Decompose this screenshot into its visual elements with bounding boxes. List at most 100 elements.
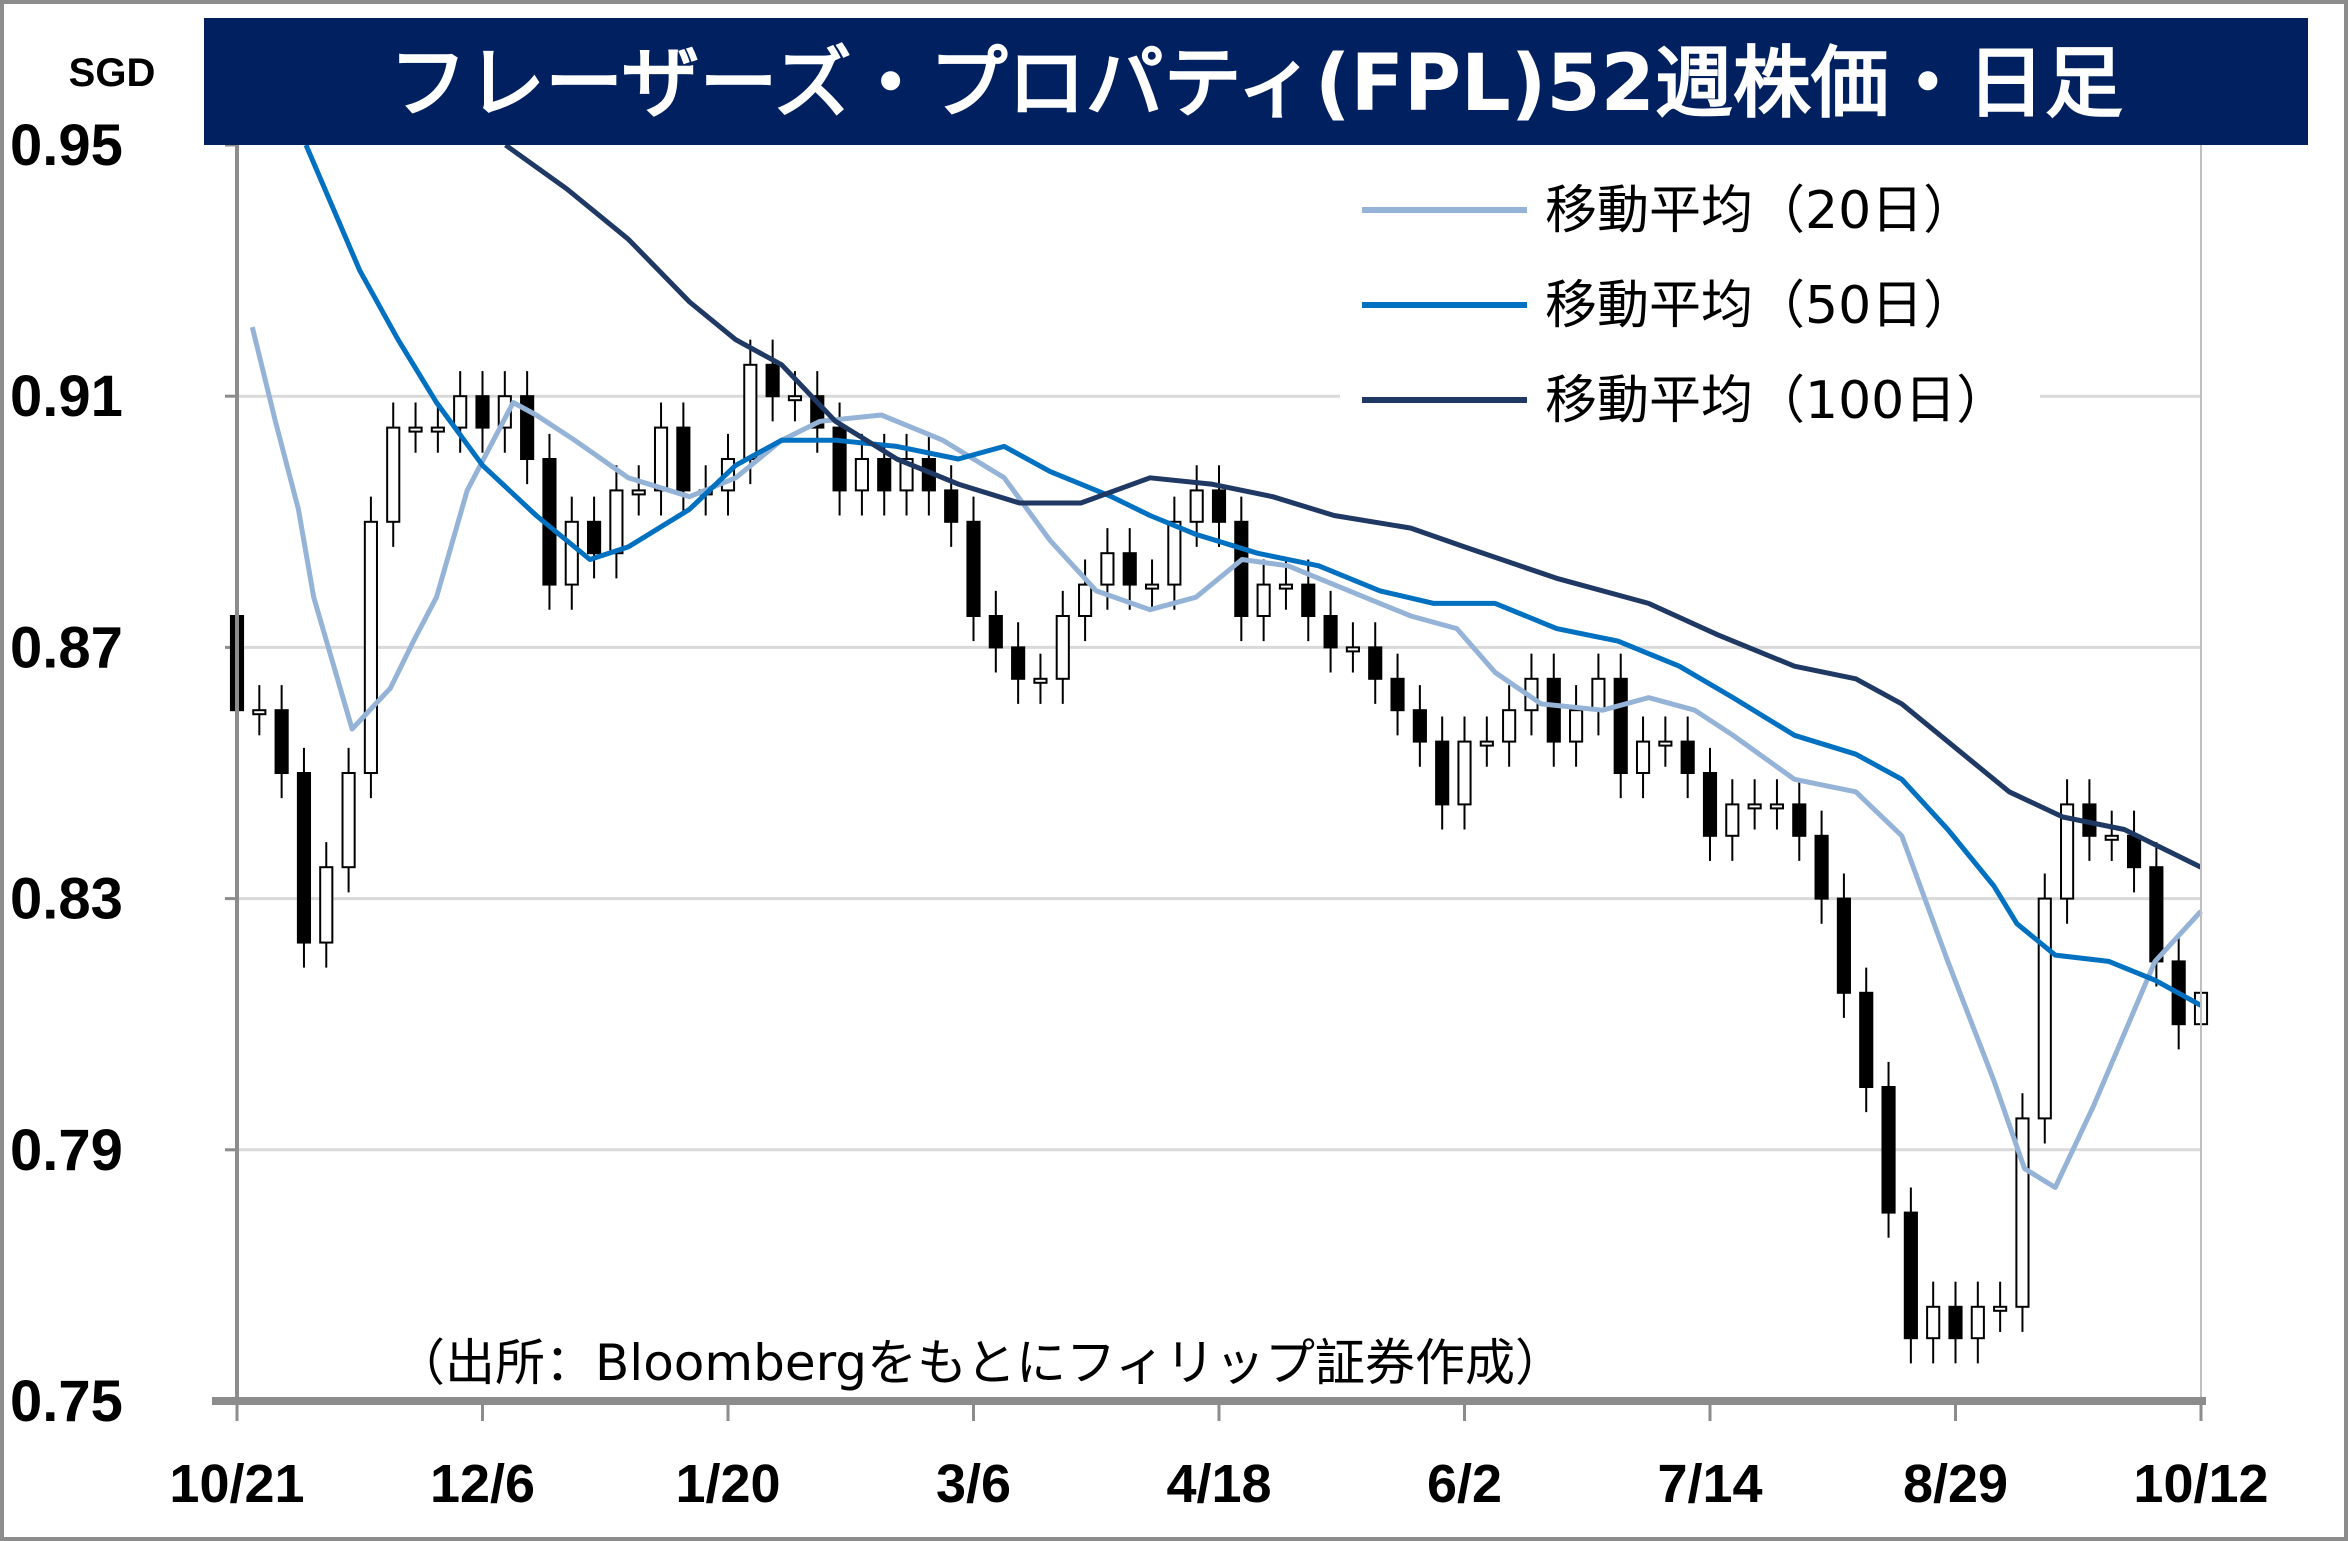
candle-up <box>430 426 445 433</box>
candle-down <box>1836 897 1851 994</box>
candle-down <box>765 363 780 398</box>
candle-down <box>1859 991 1874 1088</box>
candle-up <box>1479 740 1494 747</box>
candle-up <box>2037 897 2052 1120</box>
candle-up <box>1970 1305 1985 1340</box>
x-tick-label: 7/14 <box>1657 1454 1762 1514</box>
candle-up <box>1769 803 1785 810</box>
candle-up <box>1569 709 1584 743</box>
candle-up <box>1502 709 1517 743</box>
x-tick-label: 6/2 <box>1427 1454 1502 1514</box>
candle-down <box>1881 1086 1896 1214</box>
moving-average-line-0 <box>249 326 2203 1190</box>
candle-down <box>1234 520 1249 617</box>
candle-up <box>408 426 423 433</box>
candle-up <box>1055 615 1070 680</box>
candle-down <box>1412 709 1427 743</box>
candle-up <box>1591 677 1606 712</box>
candle-up <box>1033 677 1048 684</box>
y-tick-label: 0.87 <box>10 615 123 680</box>
candle-up <box>1635 740 1651 774</box>
candle-down <box>1814 834 1829 900</box>
candle-down <box>274 709 289 775</box>
legend-label: 移動平均（50日） <box>1545 276 1975 336</box>
chart-title: フレーザーズ・プロパティ(FPL)52週株価・日足 <box>389 39 2123 129</box>
candle-up <box>252 709 267 716</box>
moving-average-line-2 <box>504 142 2203 870</box>
candle-down <box>1301 583 1316 617</box>
axes <box>212 145 2206 1405</box>
y-tick-label: 0.83 <box>10 867 123 932</box>
candle-up <box>386 426 401 523</box>
candle-down <box>988 615 1003 649</box>
source-note: （出所：Bloombergをもとにフィリップ証券作成） <box>395 1334 1565 1392</box>
candle-down <box>1680 740 1695 774</box>
candle-up <box>341 772 356 869</box>
candle-up <box>609 489 624 555</box>
candle-up <box>1189 489 1204 523</box>
candle-down <box>2149 866 2164 963</box>
x-tick-label: 1/20 <box>675 1454 780 1514</box>
y-axis-unit: SGD <box>69 51 156 95</box>
candle-down <box>877 458 892 492</box>
candle-down <box>944 489 959 523</box>
candle-up <box>1747 803 1762 810</box>
y-tick-label: 0.91 <box>10 364 123 429</box>
candle-up <box>1256 583 1271 617</box>
x-tick-label: 10/21 <box>169 1454 304 1514</box>
candle-up <box>1725 803 1740 837</box>
candle-up <box>1144 583 1160 590</box>
candle-up <box>1926 1305 1941 1340</box>
candle-down <box>1792 803 1807 837</box>
candle-up <box>1167 520 1182 586</box>
moving-average-line-1 <box>303 144 2203 1008</box>
candle-down <box>1435 740 1450 806</box>
candle-up <box>1345 646 1360 653</box>
candle-down <box>966 520 981 617</box>
candle-down <box>1613 677 1628 774</box>
x-tick-label: 3/6 <box>936 1454 1011 1514</box>
candle-up <box>631 489 646 496</box>
candle-down <box>676 426 691 492</box>
candle-down <box>2126 834 2142 869</box>
candle-down <box>1948 1305 1963 1340</box>
legend: 移動平均（20日） 移動平均（50日） 移動平均（100日） <box>1340 170 2040 440</box>
legend-label: 移動平均（20日） <box>1545 181 1975 241</box>
candle-up <box>854 458 869 492</box>
candle-down <box>1390 677 1405 712</box>
candle-up <box>787 395 803 402</box>
title-banner <box>204 18 2308 145</box>
candle-up <box>653 426 669 492</box>
candle-up <box>2104 834 2119 841</box>
y-axis-ticks: 0.95 0.91 0.87 0.83 0.79 0.75 <box>10 113 237 1434</box>
candle-down <box>1323 615 1338 649</box>
candle-down <box>1011 646 1026 680</box>
x-axis-ticks: 10/21 12/6 1/20 3/6 4/18 6/2 7/14 8/29 10/12 <box>169 1401 2269 1514</box>
moving-average-lines <box>249 142 2203 1190</box>
y-tick-label: 0.79 <box>10 1118 123 1183</box>
candle-down <box>1903 1211 1918 1340</box>
x-tick-label: 8/29 <box>1903 1454 2008 1514</box>
candle-down <box>587 520 602 555</box>
candle-up <box>1658 740 1673 747</box>
candlesticks <box>229 339 2209 1364</box>
candle-up <box>1278 583 1294 590</box>
candle-down <box>1702 772 1718 837</box>
y-tick-label: 0.95 <box>10 113 123 178</box>
candle-up <box>453 395 468 429</box>
candle-up <box>743 363 758 460</box>
candle-down <box>296 772 312 944</box>
candle-up <box>1457 740 1472 806</box>
x-tick-label: 4/18 <box>1166 1454 1271 1514</box>
x-tick-label: 10/12 <box>2133 1454 2268 1514</box>
candle-down <box>475 395 490 429</box>
legend-label: 移動平均（100日） <box>1545 371 2008 431</box>
candle-up <box>564 520 579 586</box>
candle-up <box>319 866 334 944</box>
candle-up <box>1100 552 1115 586</box>
candle-down <box>832 426 847 492</box>
candle-up <box>363 520 378 774</box>
candle-up <box>1993 1305 2008 1312</box>
x-tick-label: 12/6 <box>430 1454 535 1514</box>
